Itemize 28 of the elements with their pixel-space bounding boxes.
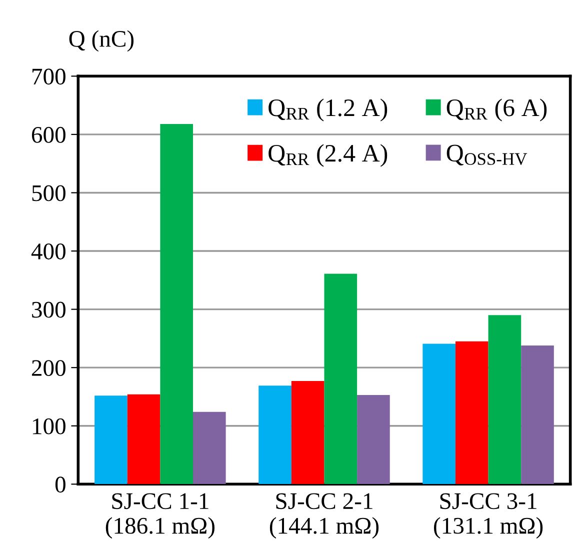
bar	[160, 124, 193, 484]
bar	[94, 396, 128, 484]
bar	[291, 380, 324, 484]
bar	[258, 386, 292, 484]
y-tick-label: 200	[32, 360, 66, 376]
bar	[455, 341, 488, 484]
x-tick-label: SJ-CC 1-1 (186.1 mΩ)	[106, 493, 214, 539]
y-tick-label: 0	[55, 476, 66, 493]
x-tick-label: SJ-CC 2-1 (144.1 mΩ)	[270, 493, 379, 539]
y-tick-label: 500	[32, 185, 66, 202]
legend-label: Q$_{RR}$ (6 A)	[446, 98, 547, 122]
bar	[521, 345, 554, 484]
bar	[422, 344, 456, 484]
legend-label: Q$_{RR}$ (1.2 A)	[268, 98, 388, 122]
bar	[488, 315, 522, 484]
legend-label: Q$_{OSS-HV}$	[446, 144, 528, 166]
y-tick-label: 400	[31, 244, 66, 260]
bar	[357, 394, 390, 484]
legend-label: Q$_{RR}$ (2.4 A)	[268, 144, 388, 167]
y-tick-label: 600	[32, 126, 66, 143]
bar	[193, 412, 226, 484]
bar	[324, 274, 358, 484]
y-tick-label: 100	[33, 418, 66, 434]
bar	[127, 394, 160, 484]
y-axis-title: Q (nC)	[69, 30, 134, 52]
y-tick-label: 300	[32, 302, 66, 318]
x-tick-label: SJ-CC 3-1 (131.1 mΩ)	[434, 493, 543, 539]
y-tick-label: 700	[32, 68, 66, 85]
